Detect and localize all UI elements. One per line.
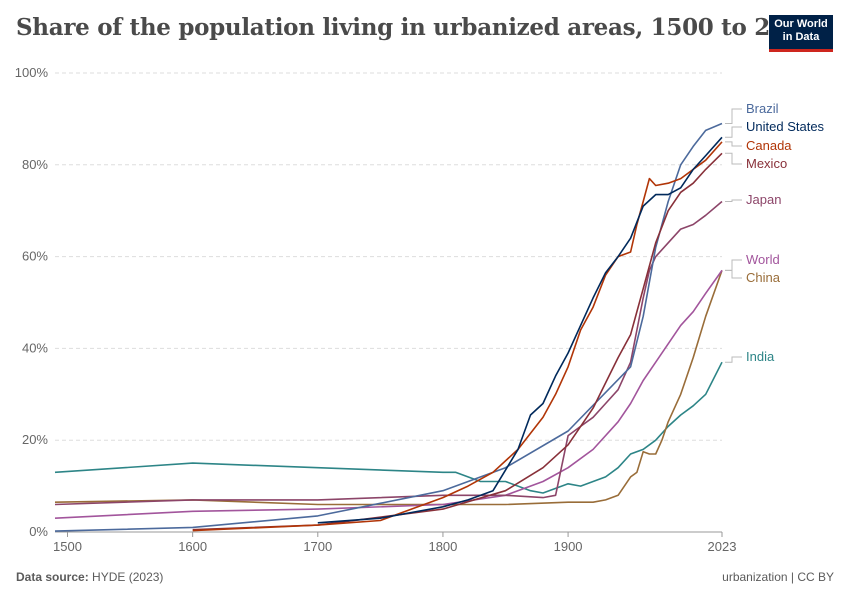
- license-text[interactable]: urbanization | CC BY: [722, 570, 834, 584]
- series-line-canada: [192, 141, 723, 532]
- series-label-india: India: [746, 349, 775, 364]
- series-line-brazil: [54, 122, 723, 532]
- series-label-china: China: [746, 270, 781, 285]
- chart-title: Share of the population living in urbani…: [16, 14, 818, 41]
- y-tick-label: 40%: [22, 340, 48, 355]
- x-tick-label: 2023: [708, 539, 737, 554]
- series-label-japan: Japan: [746, 192, 781, 207]
- x-tick-label: 1900: [554, 539, 583, 554]
- logo-line-2: in Data: [782, 31, 820, 43]
- series-line-united-states: [317, 136, 723, 524]
- y-tick-label: 60%: [22, 249, 48, 264]
- series-line-china: [54, 270, 723, 506]
- data-source-value[interactable]: HYDE (2023): [92, 570, 164, 584]
- label-leader-line: [725, 199, 742, 202]
- y-tick-label: 80%: [22, 157, 48, 172]
- data-source-label: Data source:: [16, 570, 89, 584]
- series-label-mexico: Mexico: [746, 156, 787, 171]
- x-tick-label: 1500: [53, 539, 82, 554]
- y-tick-label: 0%: [29, 524, 48, 539]
- series-line-japan: [54, 200, 723, 506]
- data-source: Data source: HYDE (2023): [16, 570, 163, 584]
- series-label-world: World: [746, 252, 780, 267]
- series-line-mexico: [192, 152, 723, 531]
- y-tick-label: 100%: [15, 65, 49, 80]
- x-tick-label: 1600: [178, 539, 207, 554]
- series-line-world: [54, 269, 723, 519]
- label-leader-line: [725, 141, 742, 147]
- owid-logo[interactable]: Our World in Data: [769, 15, 833, 52]
- label-leader-line: [725, 259, 742, 271]
- label-leader-line: [725, 126, 742, 138]
- logo-line-1: Our World: [774, 18, 828, 30]
- series-label-brazil: Brazil: [746, 101, 779, 116]
- x-tick-label: 1800: [428, 539, 457, 554]
- label-leader-line: [725, 108, 742, 124]
- label-leader-line: [725, 269, 742, 279]
- label-leader-line: [725, 356, 742, 363]
- label-leader-line: [725, 152, 742, 165]
- series-label-united-states: United States: [746, 119, 825, 134]
- x-tick-label: 1700: [303, 539, 332, 554]
- series-label-canada: Canada: [746, 138, 792, 153]
- y-tick-label: 20%: [22, 432, 48, 447]
- series-line-india: [54, 361, 723, 494]
